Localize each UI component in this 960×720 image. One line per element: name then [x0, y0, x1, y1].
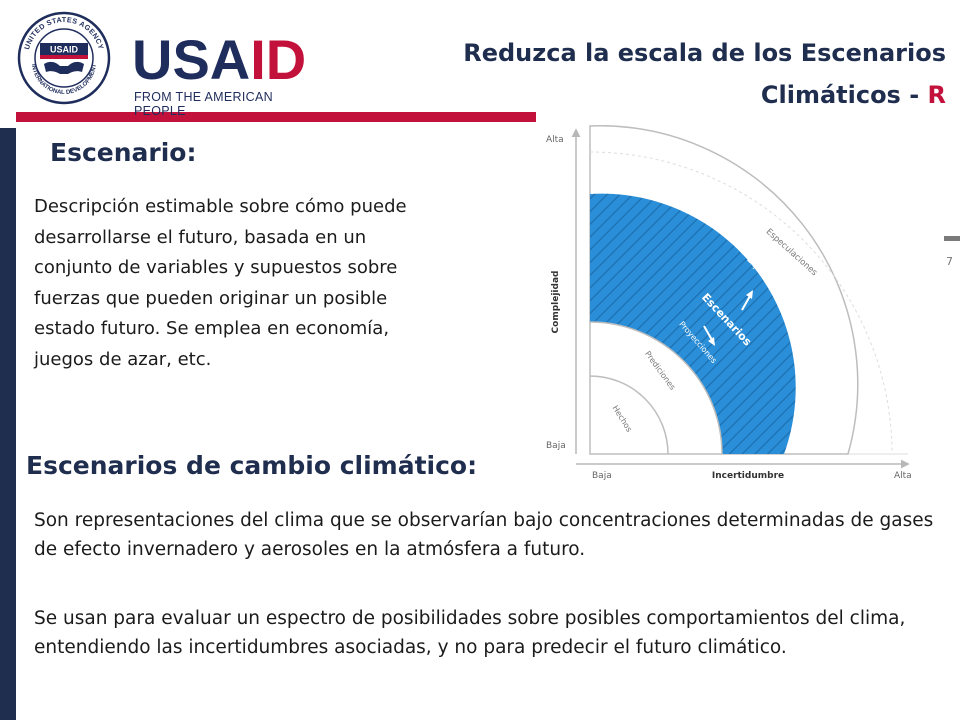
- arrow-down-icon: [703, 325, 715, 346]
- usaid-wordmark: USAID: [132, 32, 306, 88]
- page-title-line1: Reduzca la escala de los Escenarios: [463, 39, 946, 67]
- arrow-up-icon: [741, 290, 753, 311]
- seal-center-text: USAID: [50, 45, 79, 55]
- uncertainty-complexity-diagram: Alta Baja Complejidad Baja Incertidumbre…: [536, 112, 960, 488]
- left-accent-bar: [0, 128, 16, 720]
- slide-number: 7: [946, 255, 953, 268]
- page-title-line2: Climáticos -: [760, 81, 928, 109]
- band-predicciones-outline: [589, 321, 723, 455]
- usaid-logo: UNITED STATES AGENCY INTERNATIONAL DEVEL…: [14, 10, 314, 118]
- header-divider: [16, 112, 960, 122]
- band-escenarios: [590, 193, 796, 455]
- page-title: Reduzca la escala de los Escenarios Clim…: [386, 32, 946, 116]
- x-axis-low-label: Baja: [592, 471, 612, 481]
- usaid-seal-icon: UNITED STATES AGENCY INTERNATIONAL DEVEL…: [17, 11, 111, 105]
- section-heading-escenario: Escenario:: [50, 138, 197, 167]
- x-axis-high-label: Alta: [894, 471, 912, 481]
- band-hechos-outline: [589, 375, 669, 455]
- diagram-svg: Alta Baja Complejidad Baja Incertidumbre…: [536, 112, 960, 488]
- climate-scenarios-purpose: Se usan para evaluar un espectro de posi…: [34, 608, 906, 658]
- section-heading-escenarios-cambio-climatico: Escenarios de cambio climático:: [26, 451, 478, 480]
- slide-number-marker: 7: [944, 236, 960, 268]
- y-axis-label: Complejidad: [551, 271, 561, 334]
- climate-scenarios-definition: Son representaciones del clima que se ob…: [34, 510, 934, 560]
- y-axis-high-label: Alta: [546, 135, 564, 145]
- y-axis-low-label: Baja: [546, 441, 566, 451]
- x-axis-label: Incertidumbre: [712, 471, 784, 481]
- usaid-wordmark-usa: USA: [132, 28, 251, 91]
- escenario-description: Descripción estimable sobre cómo puede d…: [34, 196, 407, 370]
- usaid-wordmark-id: ID: [250, 28, 307, 91]
- exploration-dashed-arc: [589, 151, 893, 455]
- page-title-accent: R: [927, 81, 946, 109]
- usaid-tagline: FROM THE AMERICAN PEOPLE: [134, 90, 273, 118]
